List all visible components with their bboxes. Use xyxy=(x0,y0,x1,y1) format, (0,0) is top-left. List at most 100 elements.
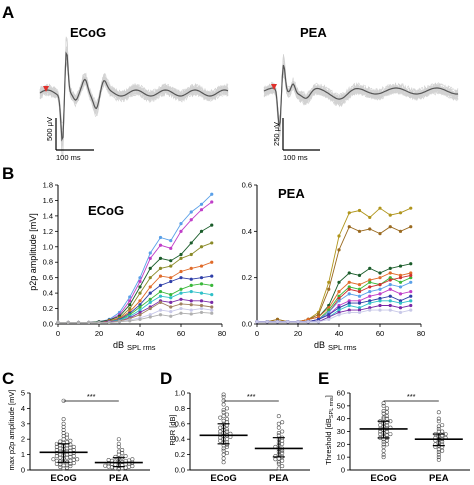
data-point xyxy=(337,234,341,238)
y-tick-label: 0.0 xyxy=(242,320,252,329)
data-point xyxy=(158,313,163,317)
data-point xyxy=(179,311,183,315)
data-point xyxy=(61,431,66,436)
data-point xyxy=(378,283,382,287)
data-point xyxy=(189,252,193,257)
pea-stimulus-marker xyxy=(271,84,277,90)
category-label: ECoG xyxy=(370,473,396,484)
data-point xyxy=(378,303,382,308)
data-point xyxy=(381,408,386,413)
data-point xyxy=(199,291,204,295)
data-point xyxy=(337,303,341,308)
data-point xyxy=(273,454,278,459)
y-tick-label: 0.8 xyxy=(43,258,53,267)
data-point xyxy=(107,320,111,325)
data-point xyxy=(189,308,193,312)
data-point xyxy=(169,259,173,263)
y-tick-label: 4 xyxy=(21,404,25,413)
data-point xyxy=(61,421,66,426)
data-point xyxy=(409,206,413,210)
y-tick-label: 0.2 xyxy=(242,273,252,282)
data-point xyxy=(276,461,281,466)
data-point xyxy=(440,429,445,434)
data-point xyxy=(388,432,393,437)
significance-label: *** xyxy=(407,392,416,401)
y-tick-label: 0.4 xyxy=(242,227,252,236)
data-point xyxy=(158,283,163,287)
data-point xyxy=(381,403,386,408)
y-tick-label: 0.6 xyxy=(175,419,185,428)
data-point xyxy=(381,444,386,449)
data-point xyxy=(179,306,183,311)
data-point xyxy=(398,211,403,215)
data-point xyxy=(378,429,383,434)
panel-c-chart: max p2p amplitude [mV] 0 1 2 3 4 5 ECoG PEA *** xyxy=(7,389,150,484)
data-point xyxy=(210,283,214,287)
trial-trace xyxy=(263,55,459,138)
data-point xyxy=(337,306,341,310)
data-point xyxy=(368,289,372,294)
pea-mean-trace xyxy=(263,64,458,127)
data-point xyxy=(327,287,331,291)
data-point xyxy=(357,289,362,294)
data-point xyxy=(148,306,152,311)
data-point xyxy=(316,317,321,321)
data-point xyxy=(436,424,441,429)
data-point xyxy=(158,266,163,270)
data-point xyxy=(388,225,392,229)
data-point xyxy=(221,452,226,457)
series-line-9 xyxy=(58,301,212,323)
data-point xyxy=(58,446,63,451)
data-point xyxy=(128,303,132,307)
data-point xyxy=(120,451,125,456)
category-label: ECoG xyxy=(210,473,236,484)
pea-time-scale-label: 100 ms xyxy=(283,153,308,162)
data-point xyxy=(436,450,441,455)
data-point xyxy=(357,308,362,312)
data-point xyxy=(265,320,269,324)
data-point xyxy=(221,402,226,407)
data-point xyxy=(280,438,285,443)
data-point xyxy=(347,301,351,305)
data-point xyxy=(158,243,163,247)
data-point xyxy=(130,457,135,462)
data-point xyxy=(148,315,152,319)
x-tick-label: 0 xyxy=(56,329,60,338)
data-point xyxy=(337,310,341,315)
y-axis-label: max p2p amplitude [mV] xyxy=(7,390,16,471)
data-point xyxy=(378,292,382,296)
data-point xyxy=(76,320,81,325)
data-point xyxy=(378,299,382,303)
data-point xyxy=(357,299,362,303)
data-point xyxy=(179,297,183,301)
data-point xyxy=(368,301,372,305)
series-line-1 xyxy=(257,226,411,323)
ecog-voltage-scale-label: 500 μV xyxy=(45,117,54,141)
data-point xyxy=(117,320,122,324)
data-point xyxy=(327,315,331,319)
x-tick-label: 80 xyxy=(218,329,226,338)
data-point xyxy=(199,282,204,286)
data-point xyxy=(158,256,163,260)
data-point xyxy=(327,280,331,284)
trial-trace xyxy=(263,64,459,136)
data-point xyxy=(138,299,142,303)
data-point xyxy=(388,283,392,287)
data-point xyxy=(130,464,135,469)
data-point xyxy=(337,296,341,301)
data-point xyxy=(378,423,383,428)
data-point xyxy=(65,465,70,470)
data-point xyxy=(440,423,445,428)
data-point xyxy=(148,266,152,270)
data-point xyxy=(398,229,403,233)
y-tick-label: 1 xyxy=(21,450,25,459)
data-point xyxy=(368,299,372,303)
data-point xyxy=(87,320,91,325)
data-point xyxy=(138,303,142,307)
data-point xyxy=(225,444,230,449)
data-point xyxy=(218,438,223,443)
data-point xyxy=(189,289,193,294)
data-point xyxy=(148,313,152,317)
data-point xyxy=(56,320,60,325)
